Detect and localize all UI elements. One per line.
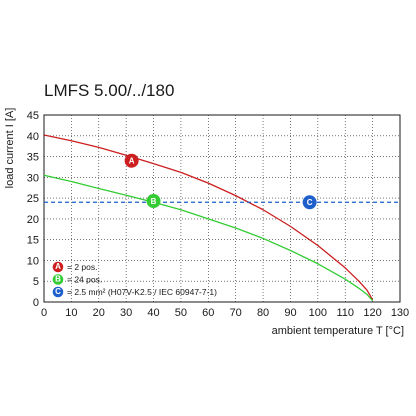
legend-badge-a-letter: A <box>55 262 61 271</box>
series-line-a <box>43 134 374 301</box>
legend-badge-a-circle <box>52 261 64 273</box>
legend-entry-c: = 2.5 mm² (H07V-K2.5 / IEC 60947-7-1) <box>67 287 217 297</box>
marker-a: A <box>124 153 139 168</box>
y-tick-label: 0 <box>33 297 39 309</box>
series-lines <box>43 134 400 302</box>
x-tick-label: 130 <box>391 307 409 319</box>
x-tick-label: 80 <box>257 307 269 319</box>
legend-badge-b: B <box>52 274 64 285</box>
series-markers: A B C <box>124 153 317 210</box>
x-tick-label: 90 <box>284 307 296 319</box>
chart-title: LMFS 5.00/../180 <box>44 81 174 100</box>
y-tick-label: 15 <box>27 235 39 247</box>
x-tick-label: 120 <box>363 307 381 319</box>
y-axis-label: load current I [A] <box>4 108 16 189</box>
marker-a-circle <box>124 153 139 168</box>
legend-badge-c-circle <box>52 286 64 298</box>
legend-badge-c: C <box>52 286 64 298</box>
x-axis-label: ambient temperature T [°C] <box>272 325 404 337</box>
y-tick-label: 10 <box>27 255 39 267</box>
marker-b: B <box>146 194 161 209</box>
legend-badge-b-letter: B <box>55 275 61 284</box>
legend-badge-c-letter: C <box>55 287 61 296</box>
marker-b-circle <box>146 194 161 209</box>
legend-badge-a: A <box>52 261 64 273</box>
legend-entry-a: = 2 pos. <box>67 262 97 272</box>
x-tick-label: 70 <box>230 307 242 319</box>
y-tick-label: 40 <box>27 131 39 143</box>
y-tick-label: 35 <box>27 152 39 164</box>
y-tick-label: 30 <box>27 172 39 184</box>
x-tick-label: 60 <box>202 307 214 319</box>
x-tick-label: 110 <box>336 307 354 319</box>
y-tick-label: 5 <box>33 276 39 288</box>
x-tick-label: 40 <box>147 307 159 319</box>
series-line-b <box>43 174 374 302</box>
legend-entry-b: = 24 pos. <box>67 275 102 285</box>
x-tick-label: 30 <box>120 307 132 319</box>
marker-a-letter: A <box>129 157 135 166</box>
marker-c-letter: C <box>307 198 313 207</box>
marker-c-circle <box>302 195 317 210</box>
legend: A = 2 pos. B = 24 pos. C = 2.5 mm² (H07V-K2.5… <box>52 261 217 298</box>
legend-badge-b-circle <box>52 274 64 285</box>
tick-labels: 0 10 20 30 40 50 60 70 80 90 100 110 120 130 0 5 10 15 20 2… <box>27 110 409 319</box>
x-tick-label: 20 <box>93 307 105 319</box>
grid <box>43 114 401 303</box>
x-tick-label: 50 <box>175 307 187 319</box>
y-tick-label: 25 <box>27 193 39 205</box>
marker-b-letter: B <box>151 197 157 206</box>
x-tick-label: 100 <box>309 307 327 319</box>
plot-frame <box>43 114 401 303</box>
y-tick-label: 45 <box>27 110 39 122</box>
marker-c: C <box>302 195 317 210</box>
x-tick-label: 10 <box>65 307 77 319</box>
y-tick-label: 20 <box>27 214 39 226</box>
x-tick-label: 0 <box>41 307 47 319</box>
